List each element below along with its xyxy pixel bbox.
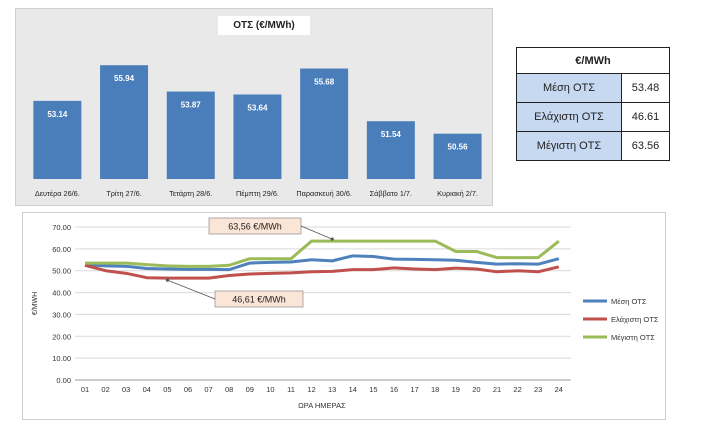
series-line — [85, 239, 560, 268]
x-tick-label: 17 — [410, 385, 418, 394]
y-tick-label: 10.00 — [52, 354, 71, 363]
summary-value: 46.61 — [621, 102, 670, 132]
bar — [300, 68, 349, 179]
y-tick-label: 20.00 — [52, 332, 71, 341]
bar-category-label: Δευτέρα 26/6. — [35, 189, 80, 198]
summary-label: Μέση ΟΤΣ — [516, 73, 622, 103]
annotation-leader — [167, 279, 216, 300]
legend-label: Μέγιστη ΟΤΣ — [611, 333, 655, 342]
summary-row-mean: Μέση ΟΤΣ 53.48 — [516, 73, 670, 103]
annotation-label: 46,61 €/MWh — [232, 295, 286, 305]
bar — [366, 121, 415, 179]
y-tick-label: 60.00 — [52, 245, 71, 254]
x-tick-label: 24 — [555, 385, 563, 394]
bar — [100, 65, 149, 179]
bar — [433, 133, 482, 179]
x-tick-label: 19 — [452, 385, 460, 394]
bar-value-label: 50.56 — [448, 143, 469, 152]
bar — [233, 94, 282, 179]
y-tick-label: 40.00 — [52, 289, 71, 298]
annotation-leader — [300, 225, 333, 240]
hourly-line-chart: 0.00 10.00 20.00 30.00 40.00 50.00 60.00 70.00 0… — [22, 212, 666, 420]
bar-value-label: 55.94 — [114, 74, 135, 83]
bar-category-label: Τετάρτη 28/6. — [169, 189, 212, 198]
x-axis-title: ΩΡΑ ΗΜΕΡΑΣ — [298, 401, 346, 410]
y-axis-title: €/MWH — [32, 292, 39, 315]
bar-chart-svg: 53.14 Δευτέρα 26/6. 55.94 Τρίτη 27/6. 53.87 Τ… — [33, 65, 482, 198]
x-tick-label: 14 — [349, 385, 357, 394]
summary-value: 63.56 — [621, 131, 670, 161]
bar-chart-title: ΟΤΣ (€/MWh) — [218, 16, 310, 35]
x-tick-label: 12 — [307, 385, 315, 394]
y-tick-label: 70.00 — [52, 223, 71, 232]
x-tick-label: 05 — [163, 385, 171, 394]
summary-header: €/MWh — [516, 47, 670, 74]
y-tick-label: 50.00 — [52, 267, 71, 276]
bar — [166, 91, 215, 179]
bar-value-label: 53.64 — [247, 103, 268, 112]
summary-row-min: Ελάχιστη ΟΤΣ 46.61 — [516, 102, 670, 132]
x-tick-label: 02 — [101, 385, 109, 394]
x-tick-label: 15 — [369, 385, 377, 394]
x-tick-label: 20 — [472, 385, 480, 394]
x-tick-label: 13 — [328, 385, 336, 394]
bar-category-label: Παρασκευή 30/6. — [296, 189, 352, 198]
series-line — [84, 263, 560, 280]
x-tick-label: 07 — [204, 385, 212, 394]
summary-row-max: Μέγιστη ΟΤΣ 63.56 — [516, 131, 670, 161]
summary-table: €/MWh Μέση ΟΤΣ 53.48 Ελάχιστη ΟΤΣ 46.61 … — [516, 47, 670, 161]
bar-category-label: Πέμπτη 29/6. — [236, 189, 279, 198]
bar-value-label: 51.54 — [381, 130, 402, 139]
legend-label: Ελάχιστη ΟΤΣ — [611, 315, 659, 324]
x-tick-label: 18 — [431, 385, 439, 394]
x-tick-label: 21 — [493, 385, 501, 394]
annotation-arrowhead — [165, 278, 169, 282]
bar-category-label: Τρίτη 27/6. — [106, 189, 141, 198]
x-tick-label: 10 — [266, 385, 274, 394]
bar-category-label: Σάββατο 1/7. — [370, 189, 412, 198]
bar-category-label: Κυριακή 2/7. — [437, 189, 478, 198]
y-tick-label: 0.00 — [56, 376, 71, 385]
annotation-arrowhead — [330, 237, 334, 241]
x-tick-label: 08 — [225, 385, 233, 394]
summary-label: Μέγιστη ΟΤΣ — [516, 131, 622, 161]
bar-value-label: 53.87 — [181, 101, 202, 110]
x-tick-label: 06 — [184, 385, 192, 394]
x-tick-label: 03 — [122, 385, 130, 394]
summary-label: Ελάχιστη ΟΤΣ — [516, 102, 622, 132]
legend-label: Μέση ΟΤΣ — [611, 297, 647, 306]
bar-value-label: 53.14 — [47, 110, 68, 119]
x-tick-label: 16 — [390, 385, 398, 394]
x-tick-label: 23 — [534, 385, 542, 394]
x-tick-label: 04 — [143, 385, 151, 394]
bar-value-label: 55.68 — [314, 78, 335, 87]
daily-bar-chart: ΟΤΣ (€/MWh) 53.14 Δευτέρα 26/6. 55.94 Τρίτη… — [15, 8, 493, 206]
x-tick-label: 09 — [246, 385, 254, 394]
x-tick-label: 22 — [513, 385, 521, 394]
x-tick-label: 11 — [287, 385, 295, 394]
summary-value: 53.48 — [621, 73, 670, 103]
y-tick-label: 30.00 — [52, 310, 71, 319]
line-chart-svg: 0.00 10.00 20.00 30.00 40.00 50.00 60.00 70.00 0… — [32, 217, 659, 410]
annotation-label: 63,56 €/MWh — [228, 222, 282, 232]
bar — [33, 100, 82, 179]
x-tick-label: 01 — [81, 385, 89, 394]
series-line — [84, 254, 560, 272]
